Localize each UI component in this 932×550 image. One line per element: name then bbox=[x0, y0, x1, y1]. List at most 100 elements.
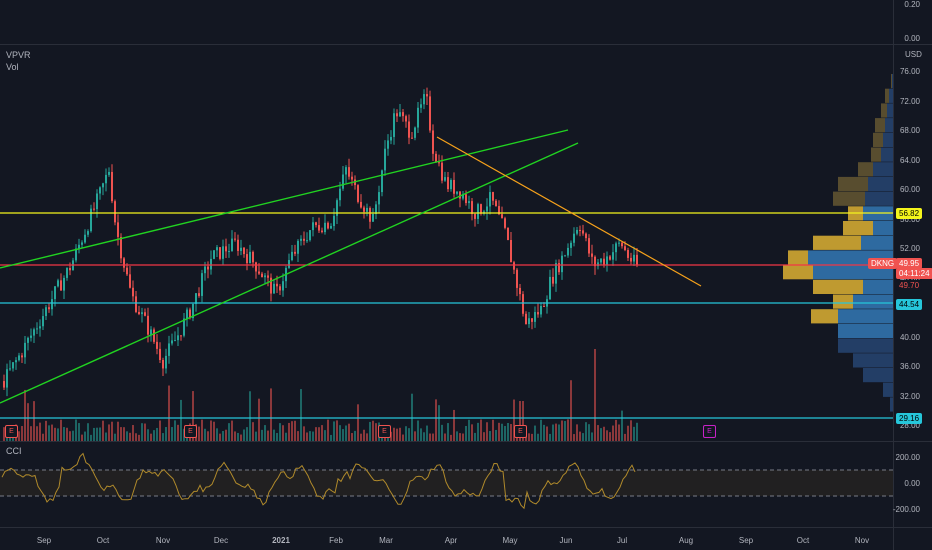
volume-bar bbox=[558, 424, 560, 441]
candle-body bbox=[573, 233, 575, 243]
candle-body bbox=[186, 309, 188, 319]
volume-bar bbox=[216, 428, 218, 441]
volume-bar bbox=[375, 423, 377, 441]
volume-bar bbox=[30, 426, 32, 441]
volume-bar bbox=[591, 432, 593, 441]
volume-bar bbox=[264, 425, 266, 441]
volume-indicator-label[interactable]: Vol bbox=[6, 62, 19, 72]
cci-tick-neg200: -200.00 bbox=[892, 505, 920, 514]
volume-bar bbox=[531, 433, 533, 441]
candle-body bbox=[408, 121, 410, 138]
candle-body bbox=[402, 112, 404, 117]
earnings-marker-2[interactable]: E bbox=[184, 425, 197, 438]
future-earnings-marker[interactable]: E bbox=[703, 425, 716, 438]
volume-bar bbox=[555, 423, 557, 441]
volume-bar bbox=[102, 420, 104, 441]
candle-body bbox=[171, 340, 173, 344]
candle-body bbox=[612, 252, 614, 260]
volume-bar bbox=[426, 425, 428, 441]
volume-bar bbox=[18, 431, 20, 441]
volume-bar bbox=[33, 401, 35, 441]
vpvr-bar-up bbox=[853, 353, 893, 368]
vpvr-bar-up bbox=[863, 279, 893, 294]
candle-body bbox=[150, 329, 152, 335]
volume-bar bbox=[225, 429, 227, 441]
candle-body bbox=[207, 266, 209, 270]
candle-body bbox=[375, 204, 377, 215]
candle-body bbox=[69, 268, 71, 271]
candle-body bbox=[543, 306, 545, 308]
volume-bar bbox=[93, 427, 95, 441]
candle-body bbox=[345, 167, 347, 175]
volume-bar bbox=[318, 427, 320, 441]
earnings-marker-3[interactable]: E bbox=[378, 425, 391, 438]
time-axis-label: Nov bbox=[155, 536, 171, 545]
candle-body bbox=[117, 222, 119, 237]
candle-body bbox=[372, 214, 374, 222]
candle-body bbox=[270, 277, 272, 294]
vpvr-bar-up bbox=[873, 221, 893, 236]
candle-body bbox=[477, 204, 479, 219]
volume-bar bbox=[636, 422, 638, 441]
candle-body bbox=[384, 148, 386, 171]
volume-bar bbox=[144, 423, 146, 441]
candle-body bbox=[231, 238, 233, 252]
candle-body bbox=[447, 177, 449, 190]
candle-body bbox=[510, 239, 512, 263]
volume-bar bbox=[276, 433, 278, 441]
volume-bar bbox=[258, 398, 260, 441]
cci-tick-0: 0.00 bbox=[904, 479, 920, 488]
candle-body bbox=[603, 258, 605, 265]
candle-body bbox=[570, 242, 572, 248]
vpvr-indicator-label[interactable]: VPVR bbox=[6, 50, 31, 60]
volume-bars bbox=[3, 349, 638, 441]
candle-body bbox=[129, 274, 131, 288]
candle-body bbox=[126, 267, 128, 275]
volume-bar bbox=[51, 424, 53, 441]
volume-bar bbox=[603, 426, 605, 441]
candle-body bbox=[36, 328, 38, 330]
candle-body bbox=[141, 312, 143, 315]
candle-body bbox=[90, 208, 92, 232]
candle-body bbox=[213, 250, 215, 259]
volume-bar bbox=[129, 432, 131, 441]
candle-body bbox=[81, 242, 83, 245]
main-price-chart[interactable] bbox=[0, 44, 893, 441]
volume-bar bbox=[570, 380, 572, 441]
volume-bar bbox=[159, 420, 161, 441]
candle-body bbox=[378, 192, 380, 205]
candle-body bbox=[102, 183, 104, 188]
volume-bar bbox=[201, 419, 203, 441]
candle-body bbox=[504, 218, 506, 228]
volume-bar bbox=[615, 419, 617, 441]
volume-bar bbox=[567, 419, 569, 441]
price-tick: 36.00 bbox=[899, 362, 920, 371]
orange-trendline bbox=[436, 136, 702, 287]
vpvr-bar-up bbox=[853, 294, 893, 309]
volume-bar bbox=[117, 421, 119, 441]
cci-chart[interactable] bbox=[0, 441, 893, 527]
volume-bar bbox=[405, 426, 407, 441]
volume-bar bbox=[537, 433, 539, 441]
candle-body bbox=[300, 238, 302, 241]
earnings-marker-4[interactable]: E bbox=[514, 425, 527, 438]
candle-body bbox=[429, 96, 431, 131]
candle-body bbox=[228, 251, 230, 253]
currency-label[interactable]: USD bbox=[905, 50, 922, 59]
cci-indicator-label[interactable]: CCI bbox=[6, 446, 22, 456]
volume-bar bbox=[321, 425, 323, 441]
volume-bar bbox=[180, 399, 182, 441]
volume-bar bbox=[546, 426, 548, 441]
volume-bar bbox=[150, 433, 152, 441]
vpvr-bar-down bbox=[843, 221, 873, 236]
candle-body bbox=[516, 269, 518, 288]
volume-bar bbox=[438, 405, 440, 441]
volume-bar bbox=[156, 427, 158, 441]
vpvr-bar-down bbox=[833, 294, 853, 309]
volume-bar bbox=[339, 425, 341, 441]
volume-bar bbox=[504, 426, 506, 441]
volume-bar bbox=[171, 427, 173, 441]
earnings-marker-1[interactable]: E bbox=[5, 425, 18, 438]
candle-body bbox=[234, 238, 236, 240]
volume-bar bbox=[630, 420, 632, 441]
